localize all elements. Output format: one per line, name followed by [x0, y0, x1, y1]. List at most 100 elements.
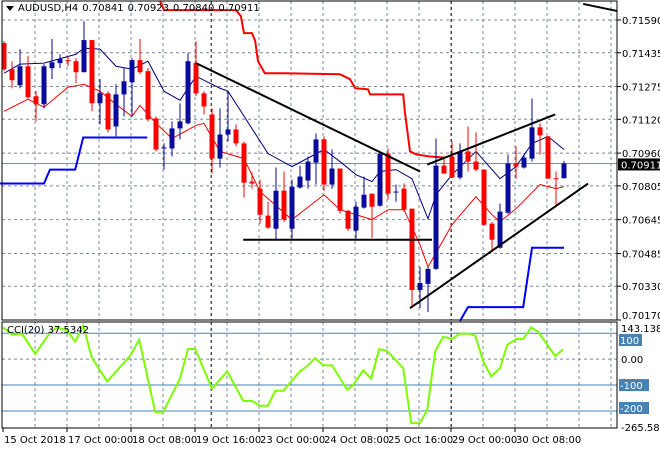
bullish-candle [529, 127, 535, 159]
bearish-candle [73, 61, 79, 73]
cci-label: CCI(20) 37.5342 [7, 325, 89, 336]
bullish-candle [457, 151, 463, 178]
bearish-candle [465, 151, 471, 162]
bearish-candle [105, 93, 111, 130]
bullish-candle [313, 139, 319, 163]
price-tick-label: 0.71120 [622, 115, 660, 126]
cci-zero-label: 0.00 [621, 355, 643, 366]
price-tick-label: 0.71275 [622, 83, 660, 94]
cci-level-label: -200 [620, 404, 643, 415]
time-tick-label: 25 Oct 16:00 [388, 435, 453, 446]
bearish-candle [201, 93, 207, 107]
bearish-candle [25, 66, 31, 98]
bearish-candle [545, 136, 551, 179]
bullish-candle [561, 163, 567, 179]
bearish-candle [489, 223, 495, 240]
cci-max-label: 143.1387 [621, 324, 660, 335]
ohlc-low: 0.70840 [173, 3, 215, 14]
cci-min-label: -265.5887 [621, 423, 660, 434]
bearish-candle [249, 181, 255, 184]
chart-header: AUDUSD,H4 0.70841 0.70923 0.70840 0.70911 [6, 3, 264, 14]
bearish-candle [513, 163, 519, 167]
bearish-candle [345, 210, 351, 229]
bearish-candle [481, 169, 487, 225]
cci-level-box [619, 402, 649, 414]
bullish-candle [81, 40, 87, 73]
bullish-candle [225, 129, 231, 135]
bearish-candle [153, 118, 159, 150]
bullish-candle [41, 66, 47, 105]
time-tick-label: 19 Oct 16:00 [196, 435, 261, 446]
bearish-candle [137, 60, 143, 73]
trendline-rising-support[interactable] [409, 182, 589, 309]
cci-level-box [619, 334, 642, 346]
ohlc-high: 0.70923 [127, 3, 170, 14]
bearish-candle [233, 129, 239, 144]
bullish-candle [329, 168, 335, 185]
bullish-candle [57, 59, 63, 64]
bullish-candle [217, 134, 223, 159]
bullish-candle [273, 190, 279, 229]
current-price-label: 0.70911 [621, 160, 660, 171]
trendline-upper-right-line[interactable] [582, 2, 618, 12]
bullish-candle [417, 283, 423, 291]
ohlc-close: 0.70911 [218, 3, 260, 14]
ohlc-open: 0.70841 [82, 3, 124, 14]
bearish-candle [321, 139, 327, 185]
grid [2, 1, 617, 428]
bearish-candle [1, 43, 7, 70]
trendline-rising-resistance[interactable] [426, 113, 556, 166]
trailing-stop-down-line [159, 0, 444, 159]
panel-frames [1, 0, 618, 429]
bearish-candle [89, 40, 95, 104]
period-separators [210, 1, 452, 428]
main-panel-frame [1, 0, 618, 321]
bullish-candle [113, 94, 119, 127]
cci-title: CCI(20) [7, 325, 45, 336]
bullish-candle [425, 268, 431, 284]
bullish-candle [289, 186, 295, 229]
bullish-candle [177, 121, 183, 129]
price-tick-label: 0.71435 [622, 49, 660, 60]
bullish-candle [497, 211, 503, 248]
cci-panel [2, 322, 617, 425]
bearish-candle [145, 71, 151, 120]
dropdown-triangle-icon[interactable] [6, 5, 14, 11]
bullish-candle [297, 176, 303, 188]
bearish-candle [401, 188, 407, 210]
bearish-candle [441, 165, 447, 174]
bullish-candle [353, 206, 359, 231]
bullish-candle [169, 128, 175, 149]
price-tick-label: 0.71590 [622, 16, 660, 27]
time-tick-label: 30 Oct 08:00 [516, 435, 581, 446]
bearish-candle [9, 69, 15, 81]
bearish-candle [473, 161, 479, 170]
symbol-timeframe: AUDUSD,H4 [18, 3, 79, 14]
time-tick-label: 18 Oct 08:00 [132, 435, 197, 446]
bearish-candle [409, 208, 415, 291]
price-tick-label: 0.70330 [622, 282, 660, 293]
bearish-candle [209, 114, 215, 159]
bullish-candle [505, 163, 511, 213]
price-axis: 0.71590 0.71435 0.71275 0.71120 0.70960 0.708… [617, 16, 660, 434]
cci-value: 37.5342 [47, 325, 89, 336]
price-tick-label: 0.70485 [622, 249, 660, 260]
price-tick-label: 0.70805 [622, 182, 660, 193]
time-tick-label: 23 Oct 00:00 [260, 435, 325, 446]
cci-panel-frame [1, 321, 618, 429]
trendline-descending-resistance[interactable] [195, 62, 421, 173]
cci-level-label: 100 [620, 336, 639, 347]
bearish-candle [241, 143, 247, 183]
bearish-candle [337, 168, 343, 211]
current-price-box [618, 158, 660, 171]
trendlines[interactable] [195, 2, 618, 309]
bearish-candle [265, 215, 271, 228]
candles [1, 21, 567, 312]
cci-line [2, 322, 564, 425]
bearish-candle [385, 153, 391, 194]
trailing-stop-up-line [459, 246, 564, 322]
bearish-candle [553, 178, 559, 180]
cci-level-box [619, 379, 649, 392]
